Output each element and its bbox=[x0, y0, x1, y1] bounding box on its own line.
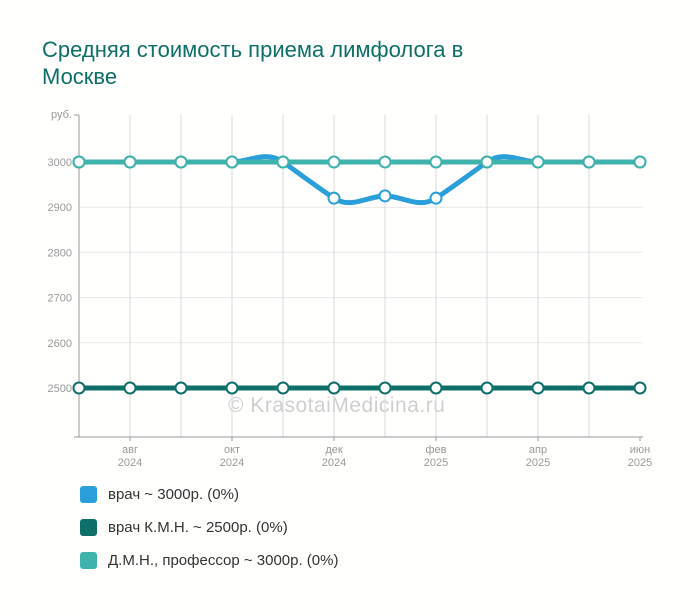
legend-swatch-vrach-icon bbox=[80, 486, 97, 503]
x-axis-month-label: дек bbox=[325, 444, 343, 456]
series-1-marker bbox=[225, 381, 239, 395]
series-1-marker bbox=[531, 381, 545, 395]
y-axis-tick-label: 2700 bbox=[48, 293, 72, 305]
series-2-marker bbox=[276, 155, 290, 169]
x-axis-month-label: июн bbox=[630, 444, 650, 456]
series-2-marker bbox=[378, 155, 392, 169]
series-1-marker bbox=[378, 381, 392, 395]
series-1-marker bbox=[123, 381, 137, 395]
legend-label-vrach: врач ~ 3000р. (0%) bbox=[108, 486, 239, 503]
legend-label-vrach-kmn: врач К.М.Н. ~ 2500р. (0%) bbox=[108, 519, 288, 536]
legend-swatch-vrach-kmn-icon bbox=[80, 519, 97, 536]
x-axis-month-label: фев bbox=[425, 444, 446, 456]
series-0-marker bbox=[378, 189, 392, 203]
x-axis-year-label: 2024 bbox=[322, 457, 346, 469]
y-axis-title: руб. bbox=[51, 109, 72, 121]
legend-item-dmn-professor[interactable]: Д.М.Н., профессор ~ 3000р. (0%) bbox=[80, 552, 338, 569]
x-axis-year-label: 2025 bbox=[526, 457, 550, 469]
series-1-marker bbox=[480, 381, 494, 395]
series-2-marker bbox=[72, 155, 86, 169]
y-axis-tick-label: 3000 bbox=[48, 157, 72, 169]
watermark: © KrasotaiMedicina.ru bbox=[228, 394, 446, 417]
x-axis-year-label: 2024 bbox=[118, 457, 142, 469]
series-0-marker bbox=[327, 191, 341, 205]
series-2-marker bbox=[429, 155, 443, 169]
x-axis-year-label: 2024 bbox=[220, 457, 244, 469]
series-1-marker bbox=[429, 381, 443, 395]
x-axis-year-label: 2025 bbox=[628, 457, 652, 469]
series-1-marker bbox=[276, 381, 290, 395]
series-1-marker bbox=[633, 381, 647, 395]
series-1-marker bbox=[72, 381, 86, 395]
legend-item-vrach[interactable]: врач ~ 3000р. (0%) bbox=[80, 486, 338, 503]
chart-legend: врач ~ 3000р. (0%) врач К.М.Н. ~ 2500р. … bbox=[80, 486, 338, 569]
series-2-marker bbox=[531, 155, 545, 169]
x-axis-year-label: 2025 bbox=[424, 457, 448, 469]
series-2-marker bbox=[582, 155, 596, 169]
series-1-marker bbox=[327, 381, 341, 395]
series-2-marker bbox=[225, 155, 239, 169]
x-axis-month-label: окт bbox=[224, 444, 240, 456]
series-2-marker bbox=[480, 155, 494, 169]
legend-swatch-dmn-professor-icon bbox=[80, 552, 97, 569]
series-2-marker bbox=[327, 155, 341, 169]
y-axis-tick-label: 2900 bbox=[48, 202, 72, 214]
series-1-marker bbox=[582, 381, 596, 395]
page-title: Средняя стоимость приема лимфолога в Мос… bbox=[42, 37, 464, 89]
series-2-marker bbox=[123, 155, 137, 169]
y-axis-tick-label: 2600 bbox=[48, 338, 72, 350]
x-axis-month-label: авг bbox=[122, 444, 138, 456]
x-axis-month-label: апр bbox=[529, 444, 547, 456]
y-axis-tick-label: 2500 bbox=[48, 383, 72, 395]
legend-label-dmn-professor: Д.М.Н., профессор ~ 3000р. (0%) bbox=[108, 552, 339, 569]
y-axis-tick-label: 2800 bbox=[48, 247, 72, 259]
series-0-marker bbox=[429, 191, 443, 205]
series-2-marker bbox=[633, 155, 647, 169]
series-1-marker bbox=[174, 381, 188, 395]
legend-item-vrach-kmn[interactable]: врач К.М.Н. ~ 2500р. (0%) bbox=[80, 519, 338, 536]
series-2-marker bbox=[174, 155, 188, 169]
